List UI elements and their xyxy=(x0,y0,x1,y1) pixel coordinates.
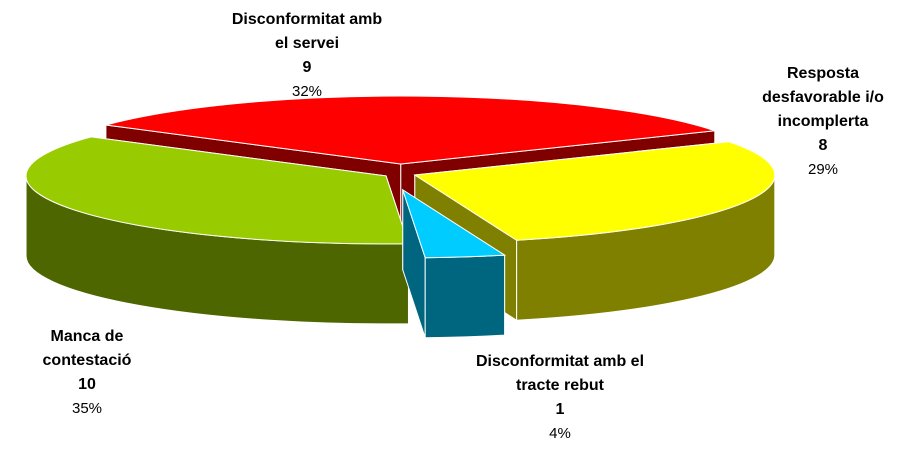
slice-top xyxy=(413,141,776,241)
label-count: 10 xyxy=(78,376,96,393)
label-category: Disconformitat amb el tracte rebut xyxy=(475,353,645,394)
slice-top xyxy=(105,95,715,165)
label-percent: 32% xyxy=(291,83,323,100)
label-percent: 29% xyxy=(807,161,839,178)
slice-top xyxy=(401,188,507,259)
data-label: Resposta desfavorable i/o incomplerta 8 29… xyxy=(748,62,898,182)
slice-side xyxy=(424,254,506,339)
slice xyxy=(401,188,507,339)
data-label: Manca de contestació 10 35% xyxy=(12,325,162,421)
data-label: Disconformitat amb el servei 9 32% xyxy=(227,8,387,104)
label-percent: 4% xyxy=(549,425,571,442)
label-category: Disconformitat amb el servei xyxy=(231,11,383,52)
slice xyxy=(25,136,410,325)
label-count: 1 xyxy=(555,401,565,418)
data-label: Disconformitat amb el tracte rebut 1 4% xyxy=(470,350,650,446)
label-count: 8 xyxy=(818,137,828,154)
label-count: 9 xyxy=(302,59,312,76)
label-percent: 35% xyxy=(71,400,103,417)
slice-top xyxy=(25,136,410,245)
label-category: Manca de contestació xyxy=(42,328,132,369)
label-category: Resposta desfavorable i/o incomplerta xyxy=(762,65,884,130)
